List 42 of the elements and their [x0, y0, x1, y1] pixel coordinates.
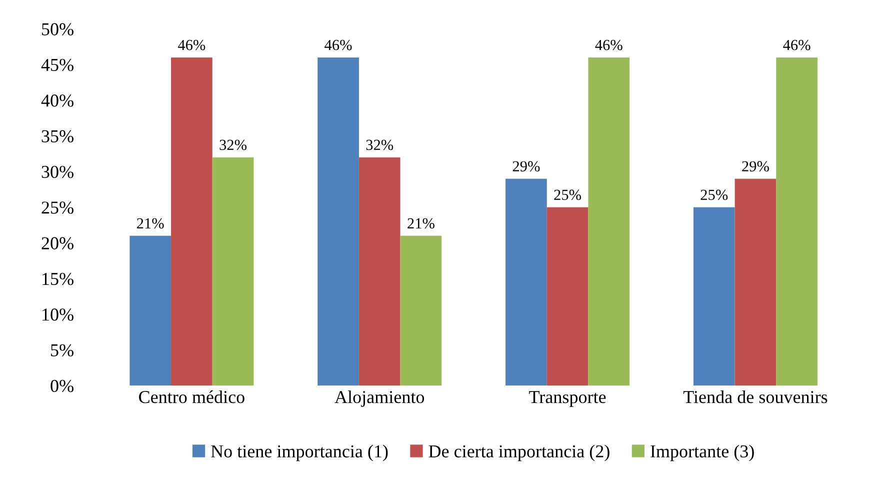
y-tick-label: 35%: [42, 130, 74, 142]
bar: [358, 157, 400, 386]
bar: [734, 178, 776, 386]
bar: [588, 57, 630, 386]
x-tick-label: Alojamiento: [334, 390, 424, 407]
bar: [546, 207, 588, 386]
y-tick-label: 25%: [42, 202, 74, 214]
data-label: 29%: [512, 161, 540, 172]
bar: [506, 178, 547, 386]
y-tick-label: 50%: [42, 23, 74, 36]
bar: [318, 57, 359, 386]
legend-label: Importante (3): [650, 444, 754, 462]
bar: [693, 207, 735, 386]
x-tick-label: Tienda de souvenirs: [683, 390, 828, 404]
bar: [400, 236, 442, 386]
y-tick-label: 40%: [41, 94, 74, 107]
y-tick-label: 15%: [42, 272, 74, 286]
data-label: 46%: [783, 40, 810, 50]
data-label: 46%: [595, 40, 622, 50]
legend-label: No tiene importancia (1): [211, 444, 388, 462]
data-label: 32%: [366, 140, 394, 150]
bar: [130, 236, 172, 386]
data-label: 46%: [178, 40, 206, 50]
y-tick-label: 5%: [51, 344, 74, 356]
y-tick-label: 10%: [42, 308, 74, 321]
data-label: 21%: [408, 218, 434, 229]
y-tick-label: 45%: [41, 58, 74, 72]
bar: [171, 57, 212, 386]
y-tick-label: 0%: [50, 380, 74, 392]
y-tick-label: 20%: [42, 237, 74, 250]
bar: [776, 57, 818, 386]
data-label: 25%: [700, 190, 728, 200]
legend-label: De cierta importancia (2): [428, 444, 610, 462]
bar: [212, 157, 254, 386]
data-label: 29%: [742, 161, 769, 172]
y-tick-label: 30%: [42, 166, 74, 178]
data-label: 32%: [220, 140, 247, 150]
x-tick-label: Transporte: [529, 391, 606, 407]
data-label: 46%: [324, 40, 352, 50]
data-label: 21%: [137, 218, 164, 229]
x-tick-label: Centro médico: [139, 390, 244, 404]
data-label: 25%: [554, 190, 582, 200]
